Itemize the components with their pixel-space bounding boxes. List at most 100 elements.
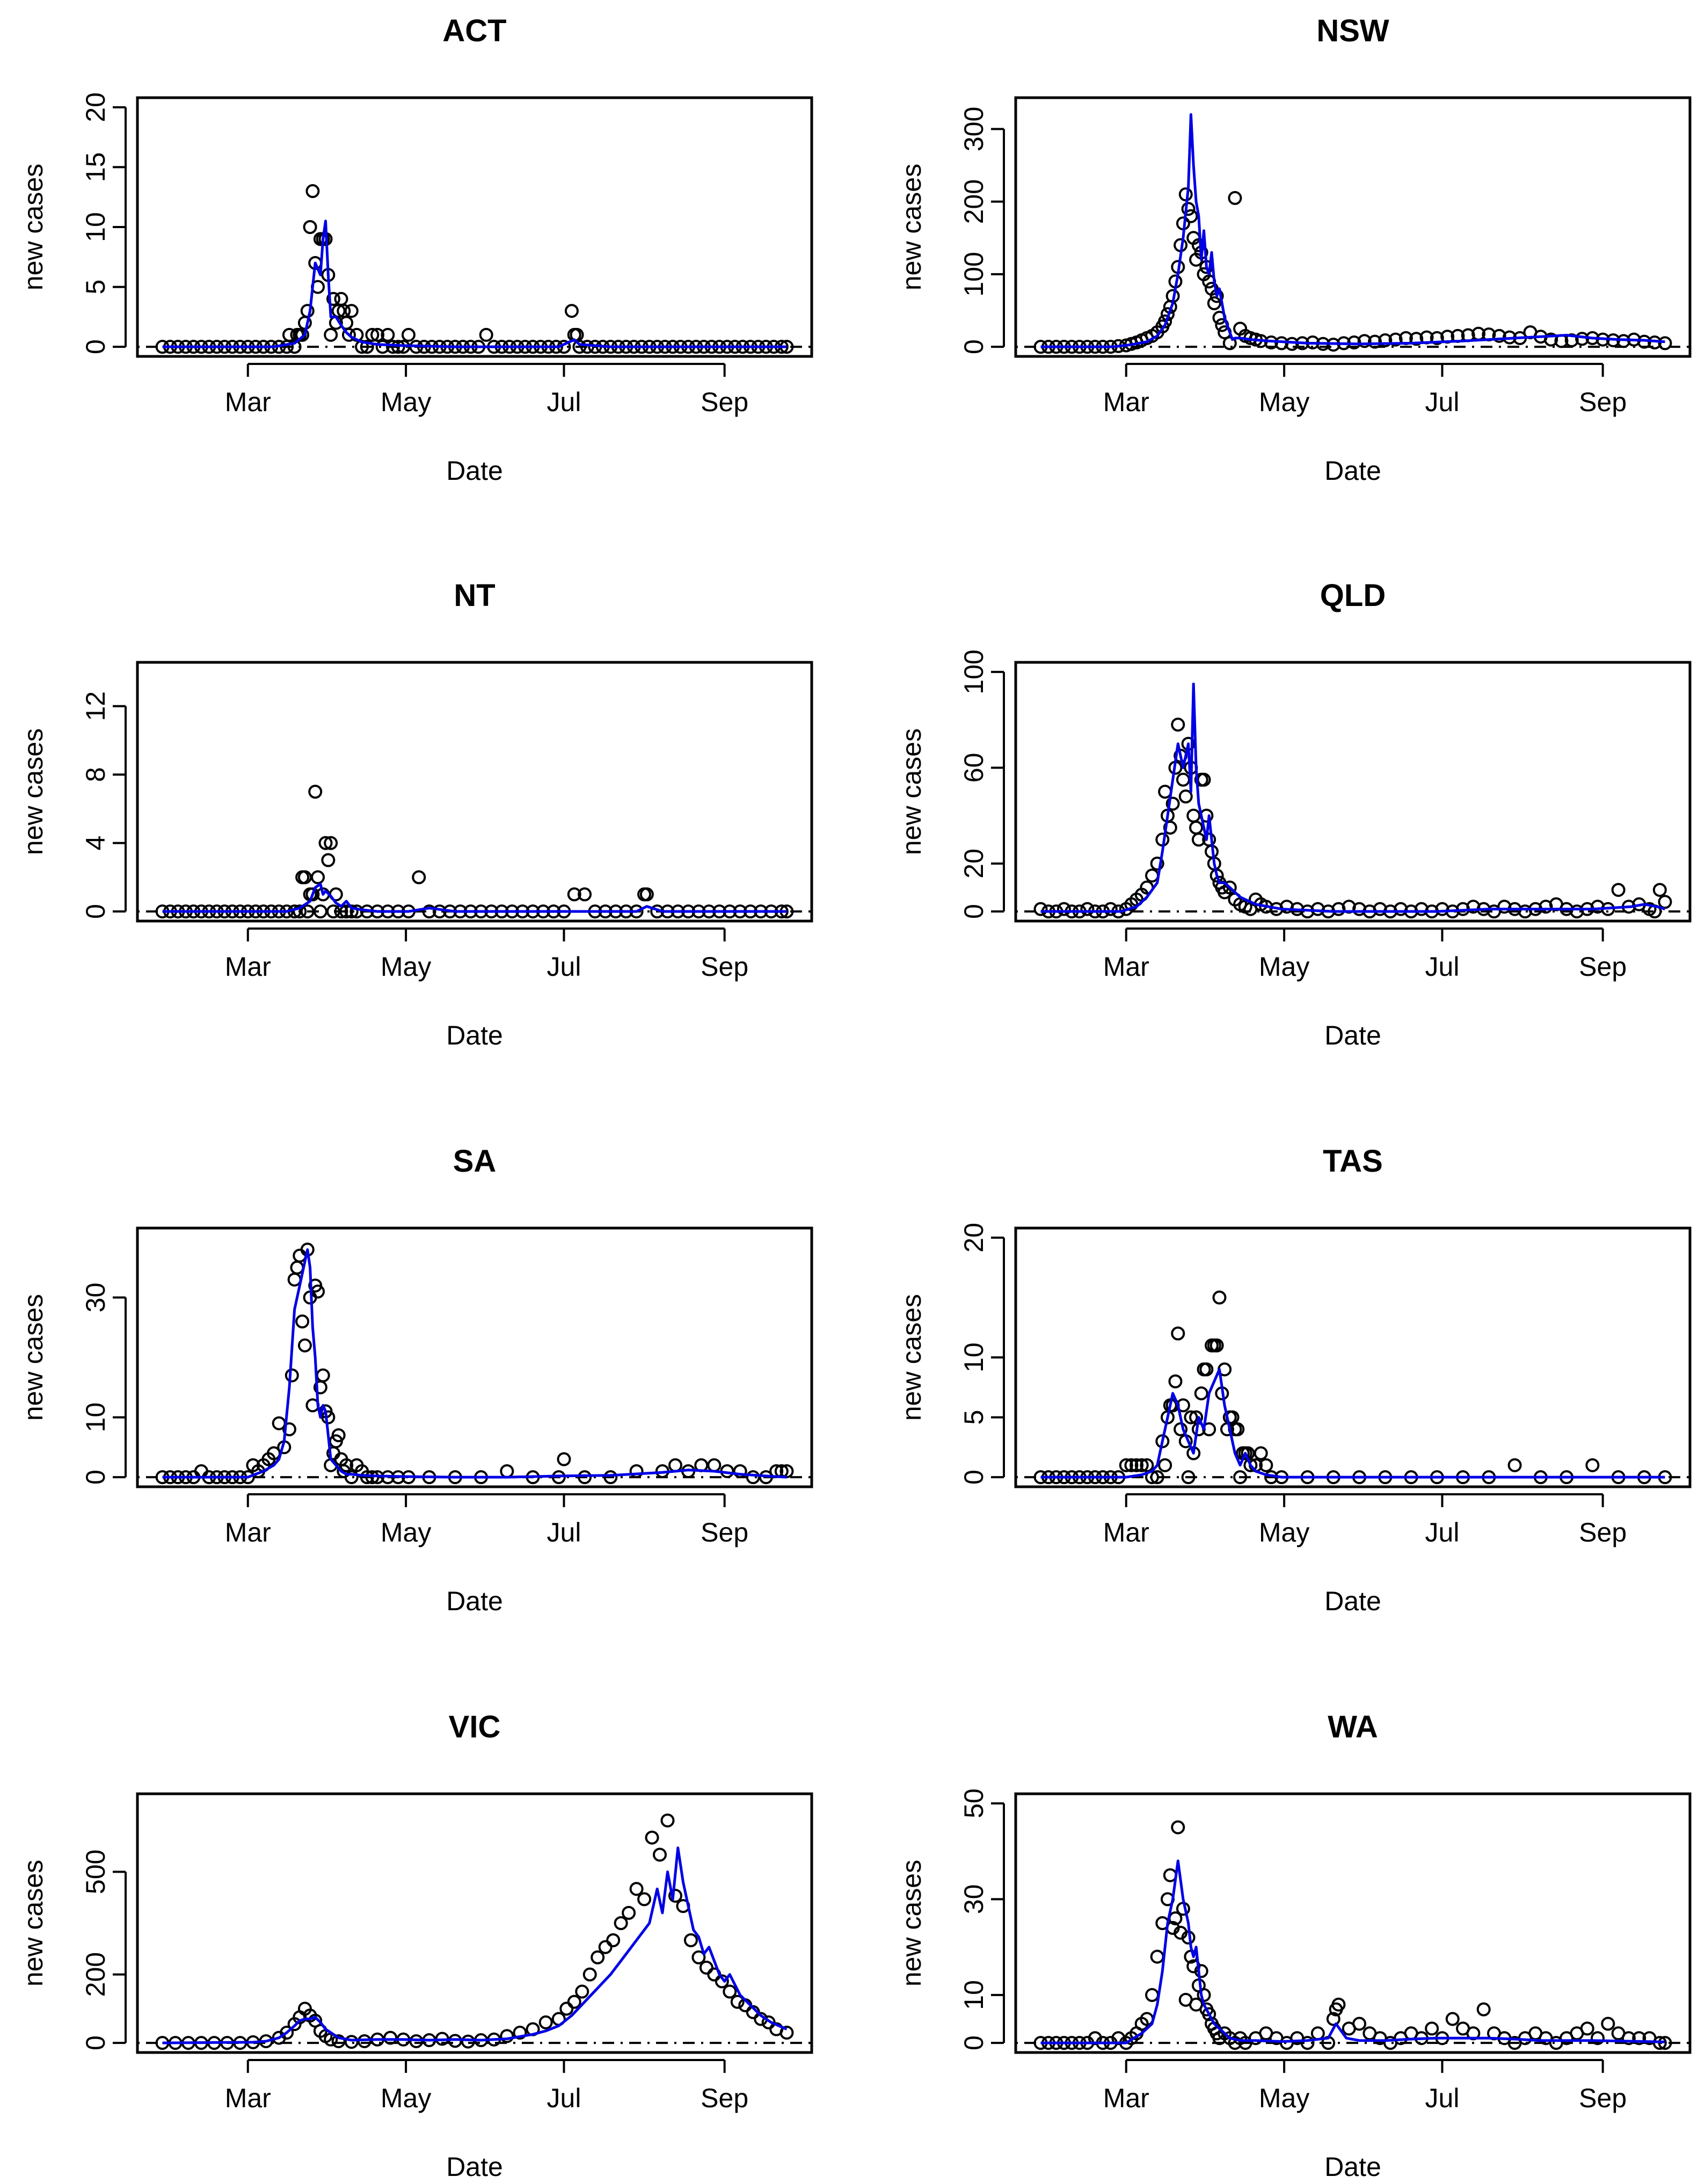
- x-tick-label: May: [381, 2083, 431, 2113]
- y-tick-label: 15: [81, 152, 111, 182]
- observed-point: [603, 1470, 618, 1485]
- observed-point: [1033, 902, 1048, 916]
- observed-point: [1171, 718, 1185, 732]
- x-tick-label: Jul: [1425, 387, 1460, 417]
- x-tick-label: Mar: [225, 2083, 271, 2113]
- observed-point: [1140, 1458, 1154, 1472]
- observed-point: [1194, 1386, 1208, 1400]
- y-tick-label: 0: [81, 339, 111, 354]
- observed-point: [331, 1428, 346, 1443]
- observed-point: [639, 887, 654, 902]
- x-tick-label: Sep: [1579, 2083, 1627, 2113]
- fitted-line: [1040, 1368, 1665, 1479]
- observed-point: [1181, 202, 1196, 216]
- observed-point: [559, 2002, 574, 2016]
- observed-point: [572, 340, 587, 354]
- observed-point: [381, 327, 395, 342]
- observed-point: [1243, 1458, 1258, 1472]
- chart-title: ACT: [442, 13, 506, 48]
- observed-point: [691, 1950, 706, 1964]
- observed-point: [1507, 1458, 1522, 1472]
- observed-point: [1181, 1470, 1196, 1485]
- observed-point: [591, 1950, 605, 1964]
- chart-panel-tas: TAS Mar May Jul Sep Date 0 5 10 20 new cases: [897, 1144, 1692, 1616]
- observed-point: [1158, 1458, 1172, 1472]
- y-tick-label: 20: [959, 1223, 989, 1253]
- y-tick-label: 200: [81, 1952, 111, 1997]
- plot-frame: [136, 661, 813, 923]
- y-tick-label: 0: [81, 2035, 111, 2050]
- fitted-line: [162, 1846, 788, 2044]
- y-tick-label: 0: [959, 1470, 989, 1485]
- observed-point: [349, 904, 364, 919]
- observed-point: [318, 836, 333, 850]
- x-tick-label: Sep: [701, 1517, 748, 1547]
- x-axis-label: Date: [446, 2152, 503, 2182]
- chart-title: NSW: [1316, 13, 1389, 48]
- x-tick-label: Sep: [701, 2083, 748, 2113]
- x-tick-label: Jul: [547, 952, 581, 982]
- plot-frame: [1014, 96, 1692, 358]
- observed-point: [360, 1470, 374, 1485]
- observed-point: [461, 2034, 475, 2049]
- observed-point: [1150, 1470, 1164, 1485]
- plot-frame: [1014, 1792, 1692, 2054]
- y-tick-label: 20: [959, 849, 989, 879]
- plot-frame: [136, 96, 813, 358]
- y-tick-label: 300: [959, 107, 989, 151]
- y-axis-label: new cases: [18, 164, 48, 290]
- observed-point: [1168, 1374, 1183, 1389]
- observed-point: [580, 340, 594, 354]
- observed-point: [1564, 333, 1579, 347]
- plot-frame: [1014, 661, 1692, 923]
- observed-point: [513, 2026, 527, 2040]
- x-tick-label: May: [381, 952, 431, 982]
- chart-panel-vic: VIC Mar May Jul Sep Date 0 200 500 new cases: [18, 1710, 813, 2182]
- observed-point: [1476, 2002, 1491, 2017]
- observed-point: [1326, 2012, 1340, 2026]
- fitted-line: [162, 1248, 787, 1479]
- observed-point: [1212, 1290, 1227, 1305]
- observed-point: [1233, 1470, 1248, 1485]
- observed-point: [1130, 1458, 1144, 1472]
- y-tick-label: 100: [959, 252, 989, 296]
- fitted-line: [1040, 1859, 1665, 2044]
- observed-point: [305, 184, 320, 199]
- observed-point: [282, 1422, 296, 1436]
- y-axis-label: new cases: [897, 1860, 927, 1986]
- observed-point: [324, 327, 338, 342]
- x-tick-label: Sep: [701, 952, 748, 982]
- observed-point: [1209, 1338, 1224, 1353]
- chart-title: TAS: [1323, 1144, 1383, 1179]
- y-tick-label: 500: [81, 1850, 111, 1894]
- observed-point: [285, 1368, 299, 1383]
- observed-point: [1254, 1446, 1268, 1460]
- observed-point: [1163, 820, 1177, 835]
- y-axis-label: new cases: [897, 728, 927, 855]
- chart-panel-act: ACT Mar May Jul Sep Date 0 5 10 15 20 new cases: [18, 13, 813, 486]
- observed-point: [1632, 2031, 1646, 2046]
- observed-point: [344, 304, 359, 318]
- observed-point: [370, 327, 385, 342]
- observed-point: [339, 1458, 354, 1472]
- observed-point: [733, 1464, 747, 1478]
- observed-point: [326, 904, 341, 919]
- observed-point: [365, 327, 380, 342]
- observed-point: [375, 340, 390, 354]
- x-tick-label: Jul: [547, 2083, 581, 2113]
- y-tick-label: 5: [81, 280, 111, 295]
- x-tick-label: Sep: [1579, 1517, 1627, 1547]
- observed-point: [305, 887, 320, 902]
- chart-title: VIC: [449, 1710, 501, 1744]
- y-tick-label: 10: [81, 212, 111, 242]
- chart-title: QLD: [1320, 578, 1386, 613]
- observed-point: [1658, 336, 1672, 350]
- observed-point: [1300, 2036, 1315, 2050]
- observed-point: [582, 1967, 597, 1982]
- y-tick-label: 20: [81, 92, 111, 122]
- x-axis-label: Date: [446, 456, 503, 486]
- observed-point: [344, 904, 359, 919]
- observed-point: [1368, 334, 1382, 349]
- observed-point: [1056, 902, 1071, 916]
- plot-frame: [136, 1226, 813, 1488]
